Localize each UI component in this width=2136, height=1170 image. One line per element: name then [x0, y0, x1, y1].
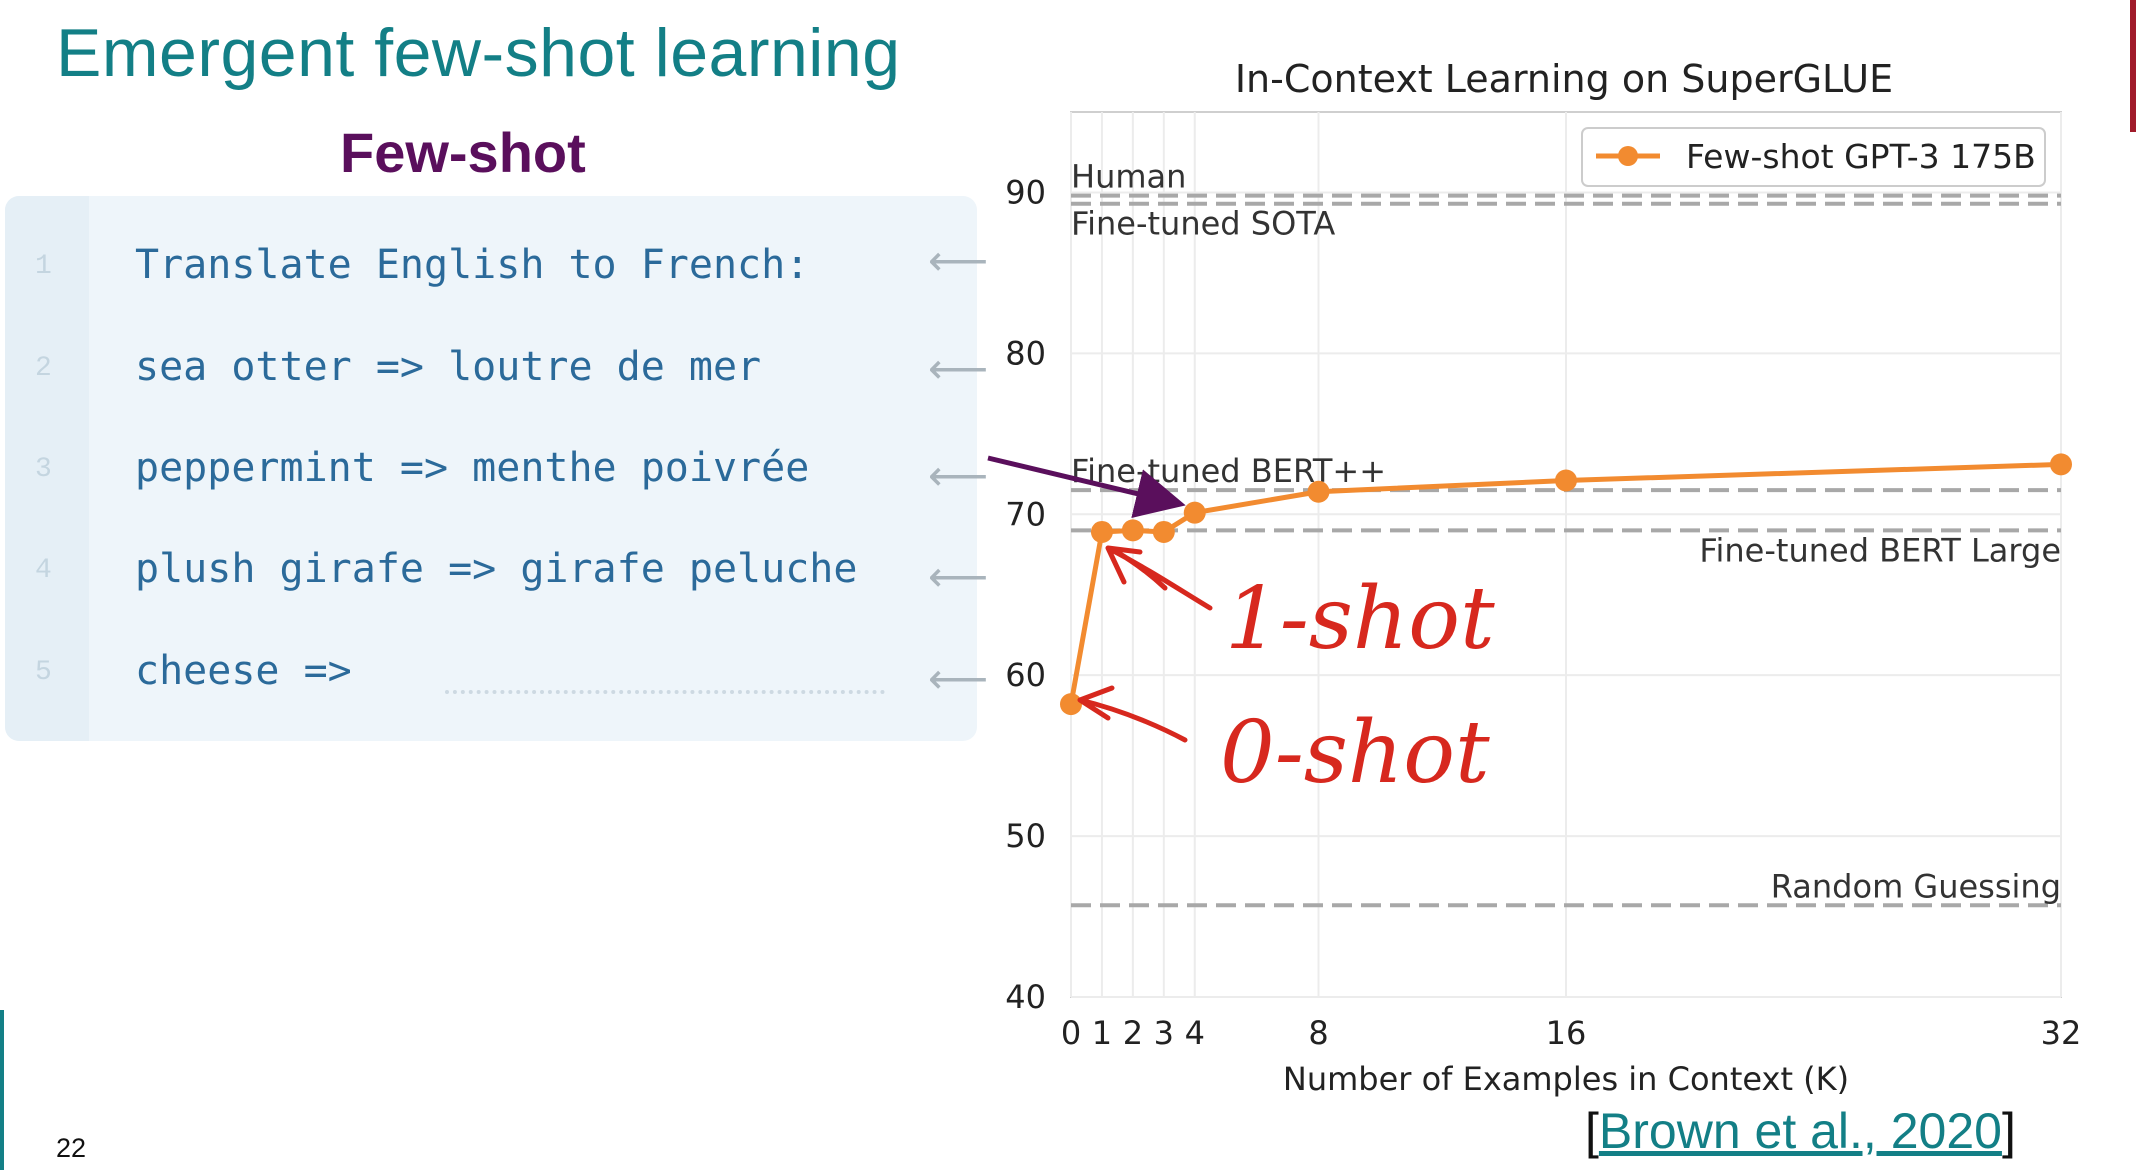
legend-label: Few-shot GPT-3 175B	[1686, 137, 2036, 176]
reference-label: Human	[1071, 158, 1186, 196]
x-tick-label: 2	[1123, 1014, 1143, 1052]
reference-label: Random Guessing	[1771, 867, 2061, 905]
prompt-code-panel: 1 2 3 4 5 Translate English to French: s…	[5, 196, 977, 741]
one-shot-label: 1-shot	[1225, 569, 1495, 669]
x-tick-label: 16	[1546, 1014, 1587, 1052]
reference-label: Fine-tuned BERT Large	[1699, 531, 2061, 569]
line-number: 4	[35, 555, 52, 586]
line-number: 3	[35, 454, 52, 485]
citation-bracket-close: ]	[2001, 1103, 2016, 1159]
one-shot-annotation: 1-shot	[1105, 545, 1495, 669]
data-point	[1183, 501, 1206, 524]
prompt-line-example-2: peppermint => menthe poivrée	[135, 445, 810, 491]
y-tick-label: 90	[1005, 173, 1046, 211]
y-tick-label: 50	[1005, 817, 1046, 855]
x-axis-label: Number of Examples in Context (K)	[1283, 1060, 1849, 1098]
citation: [Brown et al., 2020]	[1585, 1102, 2016, 1160]
legend: Few-shot GPT-3 175B	[1581, 127, 2046, 187]
reference-label: Fine-tuned BERT++	[1071, 452, 1386, 490]
reference-label: Fine-tuned SOTA	[1071, 205, 1335, 243]
data-point	[1307, 480, 1330, 503]
pointer-arrow	[987, 455, 1186, 519]
data-point	[1555, 469, 1577, 492]
x-tick-label: 0	[1061, 1014, 1081, 1052]
data-point	[1060, 693, 1082, 716]
zero-shot-annotation: 0-shot	[1077, 685, 1490, 803]
data-point	[1121, 519, 1144, 542]
prompt-line-example-3: plush girafe => girafe peluche	[135, 546, 858, 592]
chart-title: In-Context Learning on SuperGLUE	[1235, 57, 1893, 101]
line-arrow-icon: ⟵	[928, 654, 989, 703]
data-point	[1152, 520, 1175, 543]
legend-box	[1581, 127, 2046, 187]
prompt-line-example-1: sea otter => loutre de mer	[135, 344, 762, 390]
line-number: 2	[35, 353, 52, 384]
x-tick-label: 4	[1185, 1014, 1205, 1052]
x-tick-label: 1	[1092, 1014, 1112, 1052]
x-tick-label: 8	[1308, 1014, 1328, 1052]
y-tick-label: 80	[1005, 334, 1046, 372]
left-accent-bar	[0, 1010, 4, 1170]
line-arrow-icon: ⟵	[928, 552, 989, 601]
x-tick-label: 3	[1154, 1014, 1174, 1052]
line-number: 5	[35, 657, 52, 688]
y-tick-label: 60	[1005, 656, 1046, 694]
x-tick-label: 32	[2041, 1014, 2082, 1052]
few-shot-heading: Few-shot	[340, 121, 586, 184]
line-number: 1	[35, 251, 52, 282]
answer-blank	[445, 690, 885, 694]
data-point	[2050, 453, 2072, 476]
prompt-line-query: cheese =>	[135, 648, 352, 694]
y-tick-label: 70	[1005, 495, 1046, 533]
citation-link[interactable]: Brown et al., 2020	[1598, 1103, 2002, 1159]
legend-marker	[1618, 146, 1638, 166]
accent-bar	[2130, 0, 2136, 132]
data-point	[1090, 520, 1113, 543]
page-number: 22	[56, 1133, 87, 1163]
y-tick-label: 40	[1005, 978, 1046, 1016]
zero-shot-label: 0-shot	[1220, 703, 1490, 803]
slide-title: Emergent few-shot learning	[56, 15, 901, 91]
line-arrow-icon: ⟵	[928, 451, 989, 500]
line-number-gutter	[5, 196, 89, 741]
line-arrow-icon: ⟵	[928, 344, 989, 393]
citation-bracket-open: [	[1585, 1103, 1599, 1159]
prompt-line-task: Translate English to French:	[135, 242, 810, 288]
line-arrow-icon: ⟵	[928, 236, 989, 285]
